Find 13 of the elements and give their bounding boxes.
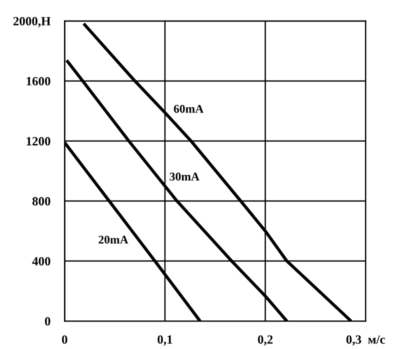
x-tick-label: 0,2	[258, 335, 273, 346]
series-label: 30mA	[170, 172, 200, 181]
series-label: 60mA	[174, 104, 204, 113]
y-tick-label: 0	[44, 317, 50, 326]
x-tick-label: 0,3 м/с	[346, 335, 386, 346]
x-tick-label: 0	[62, 335, 68, 344]
y-tick-label: 1200	[26, 137, 50, 146]
x-tick-label: 0,1	[158, 335, 172, 346]
y-tick-label: 800	[32, 197, 50, 206]
series-label: 20mA	[98, 236, 128, 244]
y-tick-label: 1600	[26, 76, 50, 86]
y-tick-label: 2000,Н	[13, 16, 51, 28]
y-tick-label: 400	[32, 257, 50, 266]
